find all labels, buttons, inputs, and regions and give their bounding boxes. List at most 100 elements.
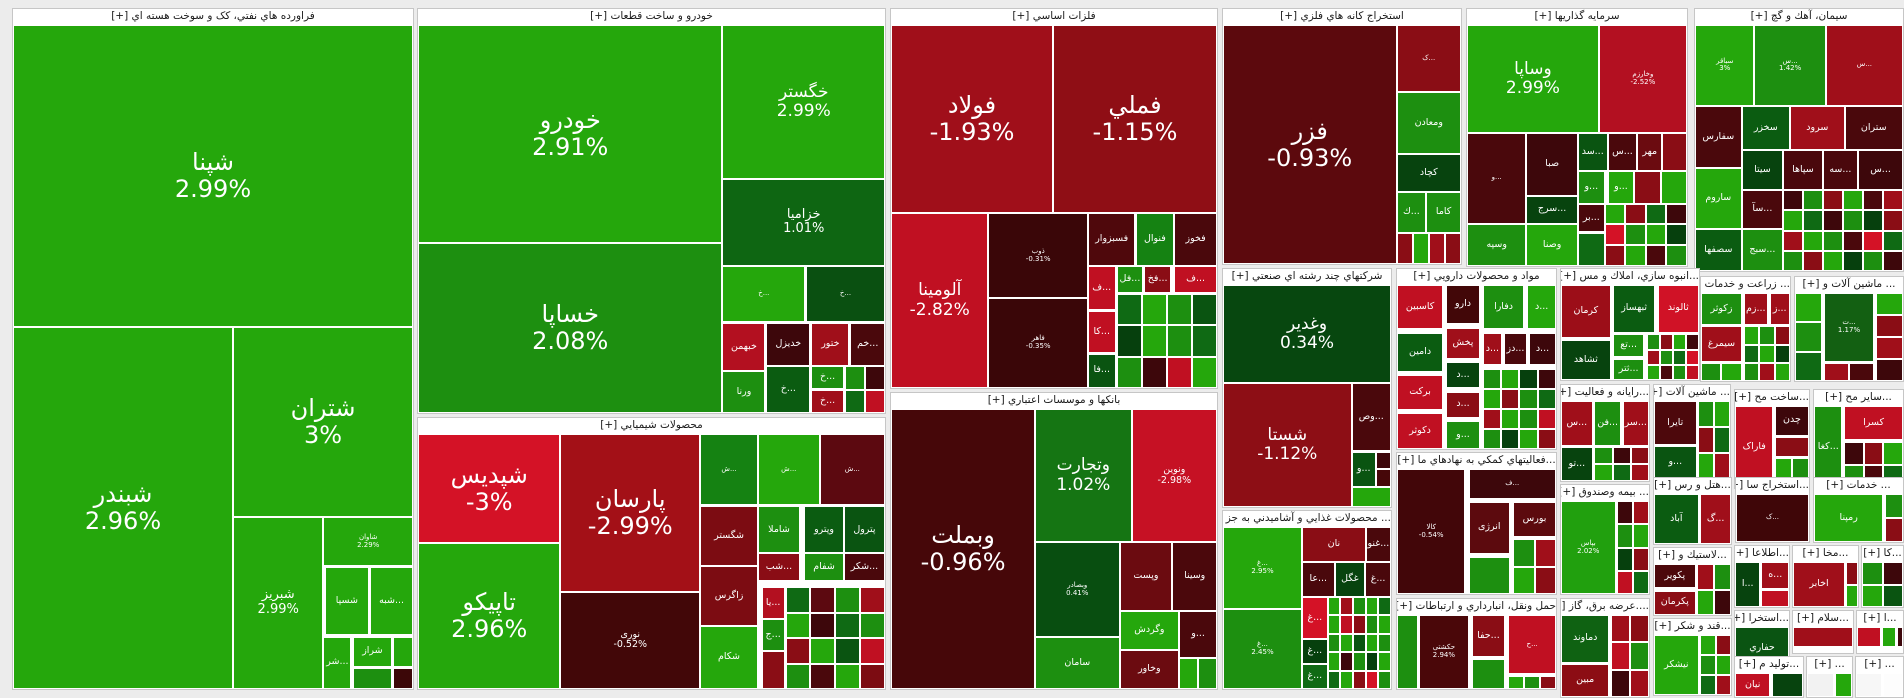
stock-tile[interactable] [1633,524,1649,548]
stock-tile[interactable] [1537,368,1556,389]
stock-tile[interactable]: سصفها [1695,228,1742,271]
stock-tile[interactable] [1604,224,1626,246]
stock-tile[interactable]: فولاد -1.93% [891,25,1054,214]
stock-tile[interactable] [1630,669,1649,697]
stock-tile[interactable]: ...و [1607,171,1635,204]
stock-tile[interactable]: حکشتی 2.94% [1419,615,1469,689]
stock-tile[interactable] [1783,250,1804,271]
sector-title[interactable]: محصولات شيميايي [+] [418,418,885,434]
stock-tile[interactable] [1625,245,1646,266]
stock-tile[interactable] [1761,589,1789,607]
stock-tile[interactable] [1534,539,1556,567]
stock-tile[interactable] [1191,325,1217,357]
stock-tile[interactable] [1397,615,1418,689]
stock-tile[interactable] [810,663,836,689]
stock-tile[interactable]: پترول [843,506,885,554]
stock-tile[interactable] [1715,654,1731,675]
stock-tile[interactable] [1823,230,1844,251]
stock-tile[interactable]: خزامیا 1.01% [722,178,885,267]
stock-tile[interactable] [1849,363,1874,381]
sector-title[interactable]: ...سلام [+] [1793,611,1853,627]
stock-tile[interactable] [1666,245,1687,266]
stock-tile[interactable]: وبملت -0.96% [891,409,1036,689]
stock-tile[interactable] [1774,326,1790,345]
stock-tile[interactable]: دارو [1446,285,1480,325]
sector-title[interactable]: سرمايه گذاريها [+] [1467,9,1687,25]
stock-tile[interactable]: پخش [1446,327,1480,359]
stock-tile[interactable] [1876,337,1903,359]
stock-tile[interactable]: فنوال [1135,213,1175,267]
stock-tile[interactable]: صبا [1526,132,1578,196]
stock-tile[interactable] [1594,447,1613,465]
stock-tile[interactable]: تاپیکو 2.96% [418,543,561,689]
stock-tile[interactable]: وسپه [1467,223,1527,266]
stock-tile[interactable]: آباد [1654,494,1699,544]
stock-tile[interactable] [1672,334,1686,350]
stock-tile[interactable] [1646,364,1660,380]
stock-tile[interactable] [1896,627,1903,648]
stock-tile[interactable]: ...خم [850,322,885,366]
stock-tile[interactable] [1863,250,1884,271]
stock-tile[interactable]: وتجارت 1.02% [1035,409,1132,542]
stock-tile[interactable] [1352,633,1366,653]
stock-tile[interactable] [1141,293,1167,326]
stock-tile[interactable]: وغدیر 0.34% [1223,285,1391,383]
stock-tile[interactable]: ...و [1577,171,1605,204]
stock-tile[interactable] [785,612,811,638]
stock-tile[interactable] [1378,652,1391,671]
stock-tile[interactable] [1166,293,1192,326]
stock-tile[interactable]: نیشکر [1654,635,1699,695]
stock-tile[interactable] [1630,464,1649,481]
stock-tile[interactable] [1633,547,1649,571]
stock-tile[interactable]: ومعادن [1396,91,1461,155]
stock-tile[interactable]: سیمرغ [1701,326,1742,362]
stock-tile[interactable] [1412,232,1429,264]
stock-tile[interactable]: ...وص [1351,382,1391,452]
stock-tile[interactable] [1885,494,1903,518]
stock-tile[interactable] [1625,203,1646,225]
stock-tile[interactable]: اخابر [1793,562,1845,607]
stock-tile[interactable] [1365,652,1379,671]
stock-tile[interactable] [1617,524,1634,548]
sector-title[interactable]: ...ساير مح [+] [1814,390,1903,406]
stock-tile[interactable] [860,587,885,613]
stock-tile[interactable]: ...ه [1761,562,1789,589]
stock-tile[interactable]: ...دز [1503,332,1528,366]
stock-tile[interactable] [1834,673,1852,697]
stock-tile[interactable] [1714,401,1730,427]
stock-tile[interactable]: ...سرج [1526,195,1578,224]
stock-tile[interactable]: فخوز [1174,213,1217,267]
stock-tile[interactable] [1700,635,1716,655]
stock-tile[interactable] [1721,363,1742,381]
stock-tile[interactable]: فاهر -0.35% [988,297,1088,388]
sector-title[interactable]: ...اطلاعا [+] [1735,546,1789,562]
stock-tile[interactable]: ساروم [1695,168,1742,229]
stock-tile[interactable] [810,587,836,613]
stock-tile[interactable] [1783,230,1804,251]
stock-tile[interactable]: ...سه [1822,149,1859,191]
stock-tile[interactable]: کسرا [1844,406,1903,441]
stock-tile[interactable]: وسینا [1172,542,1217,611]
stock-tile[interactable] [392,636,413,668]
stock-tile[interactable]: ختور [811,322,850,366]
stock-tile[interactable] [1783,210,1804,231]
stock-tile[interactable]: رمپنا [1814,494,1884,542]
stock-tile[interactable]: ...خ [811,366,844,389]
stock-tile[interactable] [1701,363,1722,381]
stock-tile[interactable] [864,389,885,413]
stock-tile[interactable]: ...س [1858,149,1903,191]
stock-tile[interactable]: ...حفا [1471,615,1506,658]
stock-tile[interactable] [761,650,785,689]
stock-tile[interactable]: پکرمان [1654,590,1696,615]
stock-tile[interactable]: سپاها [1783,149,1823,191]
sector-title[interactable]: ...استخرا [+] [1735,611,1789,627]
sector-title[interactable]: ....عرضه برق، گاز [+] [1561,599,1649,615]
sector-title[interactable]: ...استخراج سا [+] [1736,478,1809,494]
stock-tile[interactable]: ستران [1844,105,1903,150]
sector-title[interactable]: ... [+] [1856,657,1903,673]
stock-tile[interactable]: شاملا [757,506,800,554]
stock-tile[interactable]: ...غ [1301,596,1328,640]
sector-title[interactable]: مواد و محصولات دارويي [+] [1397,269,1556,285]
stock-tile[interactable]: ...ز [1769,293,1790,325]
stock-tile[interactable] [1378,670,1391,689]
